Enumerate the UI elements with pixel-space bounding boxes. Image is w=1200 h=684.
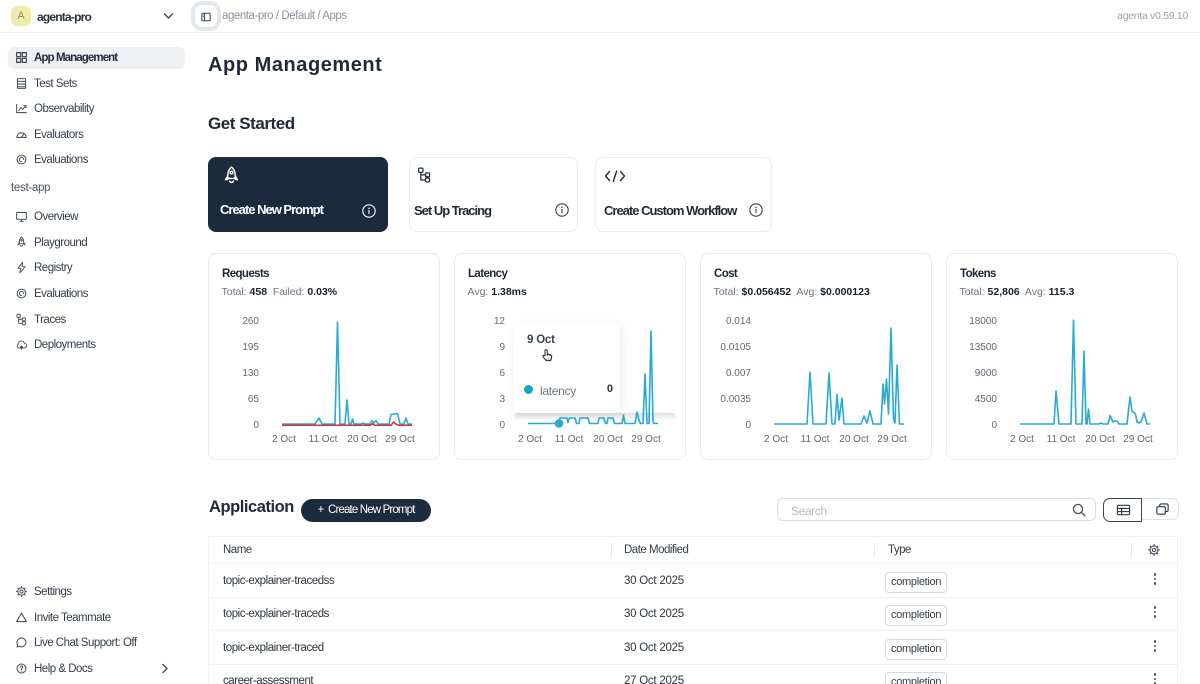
svg-text:195: 195 <box>242 342 259 353</box>
svg-text:0.007: 0.007 <box>726 368 751 379</box>
svg-text:4500: 4500 <box>975 394 998 405</box>
svg-text:20 Oct: 20 Oct <box>839 434 869 445</box>
svg-text:0: 0 <box>745 420 751 431</box>
svg-text:0.014: 0.014 <box>726 316 751 327</box>
svg-text:11 Oct: 11 Oct <box>555 434 584 445</box>
svg-text:11 Oct: 11 Oct <box>1047 434 1076 445</box>
svg-text:3: 3 <box>499 394 505 405</box>
svg-text:20 Oct: 20 Oct <box>1085 434 1115 445</box>
svg-text:0.0035: 0.0035 <box>720 394 751 405</box>
svg-text:20 Oct: 20 Oct <box>593 434 623 445</box>
svg-text:2 Oct: 2 Oct <box>764 434 788 445</box>
svg-text:9000: 9000 <box>975 368 998 379</box>
svg-text:260: 260 <box>242 316 259 327</box>
svg-text:0: 0 <box>253 420 259 431</box>
svg-text:11 Oct: 11 Oct <box>801 434 830 445</box>
svg-text:29 Oct: 29 Oct <box>877 434 907 445</box>
svg-text:29 Oct: 29 Oct <box>385 434 415 445</box>
svg-text:130: 130 <box>242 368 259 379</box>
svg-text:0.0105: 0.0105 <box>720 342 751 353</box>
svg-text:9: 9 <box>499 342 505 353</box>
svg-text:2 Oct: 2 Oct <box>518 434 542 445</box>
svg-text:2 Oct: 2 Oct <box>1010 434 1034 445</box>
svg-text:6: 6 <box>499 368 505 379</box>
svg-text:29 Oct: 29 Oct <box>1123 434 1153 445</box>
svg-text:0: 0 <box>991 420 997 431</box>
svg-text:20 Oct: 20 Oct <box>347 434 377 445</box>
svg-text:65: 65 <box>248 394 260 405</box>
svg-text:18000: 18000 <box>969 316 997 327</box>
svg-text:2 Oct: 2 Oct <box>272 434 296 445</box>
svg-text:29 Oct: 29 Oct <box>631 434 661 445</box>
svg-text:11 Oct: 11 Oct <box>309 434 338 445</box>
svg-text:13500: 13500 <box>969 342 997 353</box>
svg-text:12: 12 <box>494 316 506 327</box>
svg-text:0: 0 <box>499 420 505 431</box>
